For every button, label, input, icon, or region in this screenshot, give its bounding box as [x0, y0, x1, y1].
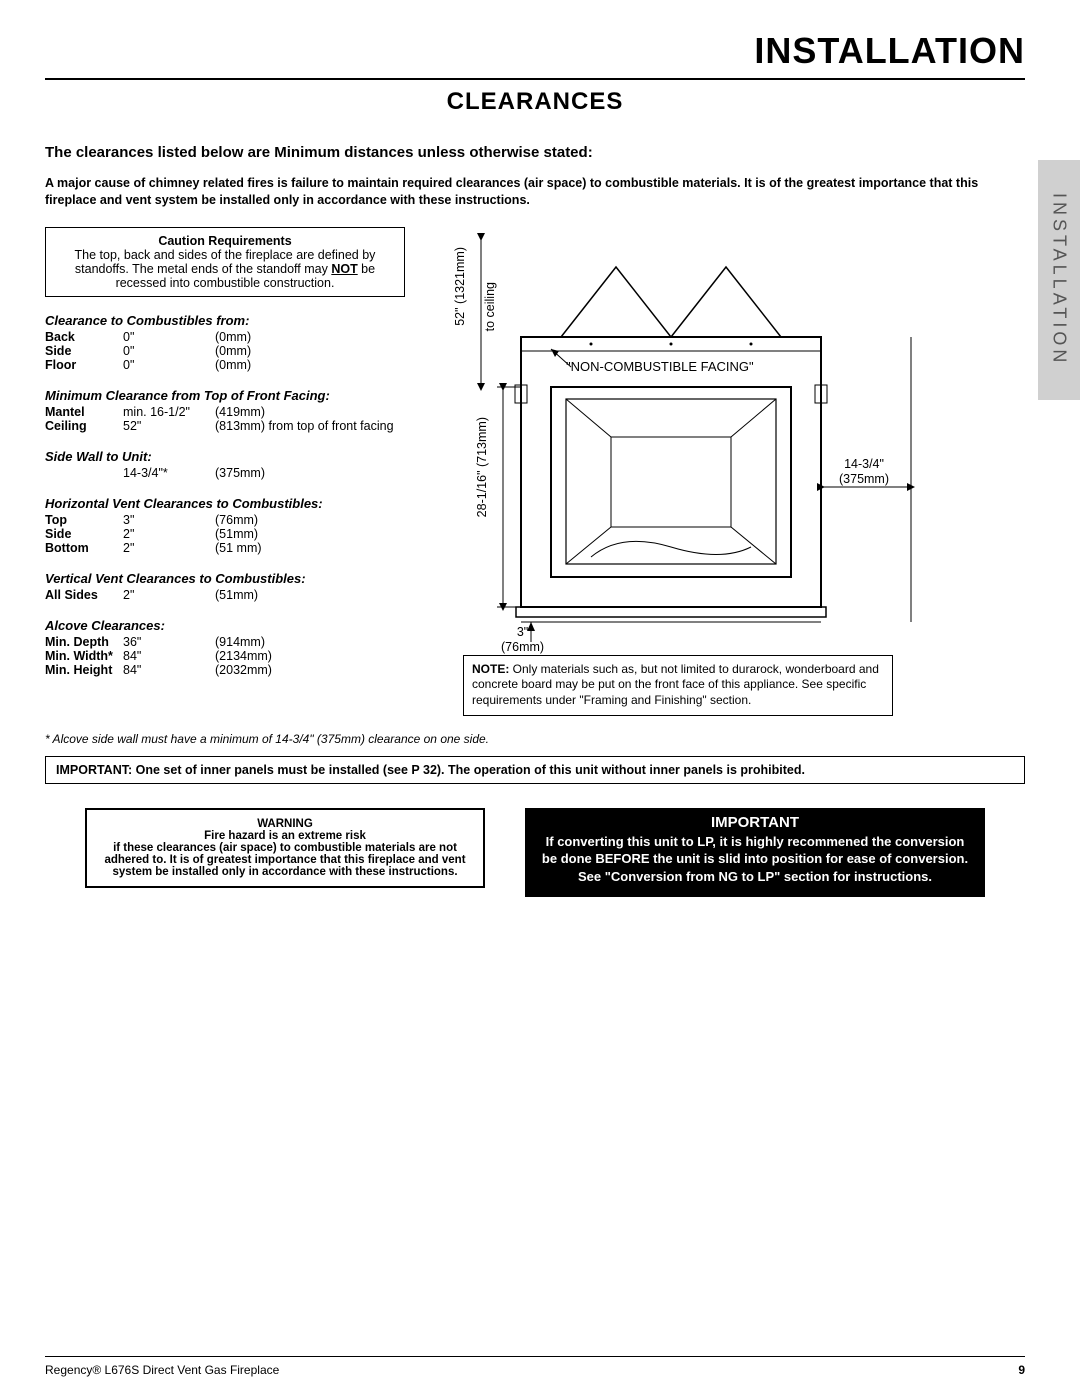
diagram-note: NOTE: Only materials such as, but not li… — [463, 655, 893, 716]
intro-bold: The clearances listed below are Minimum … — [45, 144, 1025, 161]
s4-table: Top3"(76mm) Side2"(51mm) Bottom2"(51 mm) — [45, 513, 405, 555]
header-rule — [45, 78, 1025, 80]
facing-label: "NON-COMBUSTIBLE FACING" — [566, 359, 754, 375]
left-column: Caution Requirements The top, back and s… — [45, 227, 405, 716]
s2-table: Mantelmin. 16-1/2"(419mm) Ceiling52"(813… — [45, 405, 405, 433]
s6-heading: Alcove Clearances: — [45, 618, 405, 633]
s1-table: Back0"(0mm) Side0"(0mm) Floor0"(0mm) — [45, 330, 405, 372]
s1-heading: Clearance to Combustibles from: — [45, 313, 405, 328]
dim-28: 28-1/16" (713mm) — [475, 417, 490, 517]
s2-heading: Minimum Clearance from Top of Front Faci… — [45, 388, 405, 403]
side-tab-label: INSTALLATION — [1049, 193, 1070, 366]
s5-heading: Vertical Vent Clearances to Combustibles… — [45, 571, 405, 586]
page-number: 9 — [1018, 1363, 1025, 1377]
s5-table: All Sides2"(51mm) — [45, 588, 405, 602]
dim-52: 52" (1321mm) — [453, 247, 468, 326]
important-panels: IMPORTANT: One set of inner panels must … — [45, 756, 1025, 784]
side-tab: INSTALLATION — [1038, 160, 1080, 400]
caution-title: Caution Requirements — [56, 234, 394, 248]
footnote: * Alcove side wall must have a minimum o… — [45, 732, 1025, 746]
footer: Regency® L676S Direct Vent Gas Fireplace… — [45, 1356, 1025, 1377]
dim-14: 14-3/4"(375mm) — [839, 457, 889, 487]
warning-box: WARNING Fire hazard is an extreme risk i… — [85, 808, 485, 888]
footer-rule — [45, 1356, 1025, 1357]
footer-left: Regency® L676S Direct Vent Gas Fireplace — [45, 1363, 279, 1377]
page-header: INSTALLATION — [45, 30, 1025, 72]
section-title: CLEARANCES — [45, 88, 1025, 116]
dim-to-ceiling: to ceiling — [483, 282, 498, 331]
s6-table: Min. Depth36"(914mm) Min. Width*84"(2134… — [45, 635, 405, 677]
caution-body: The top, back and sides of the fireplace… — [56, 248, 394, 290]
dim-3: 3"(76mm) — [501, 625, 544, 655]
s4-heading: Horizontal Vent Clearances to Combustibl… — [45, 496, 405, 511]
intro-note: A major cause of chimney related fires i… — [45, 175, 1025, 209]
s3-table: 14-3/4"*(375mm) — [45, 466, 405, 480]
caution-box: Caution Requirements The top, back and s… — [45, 227, 405, 297]
clearance-diagram: 52" (1321mm) to ceiling 28-1/16" (713mm)… — [461, 227, 931, 647]
s3-heading: Side Wall to Unit: — [45, 449, 405, 464]
right-column: 52" (1321mm) to ceiling 28-1/16" (713mm)… — [431, 227, 1025, 716]
important-lp-box: IMPORTANT If converting this unit to LP,… — [525, 808, 985, 898]
